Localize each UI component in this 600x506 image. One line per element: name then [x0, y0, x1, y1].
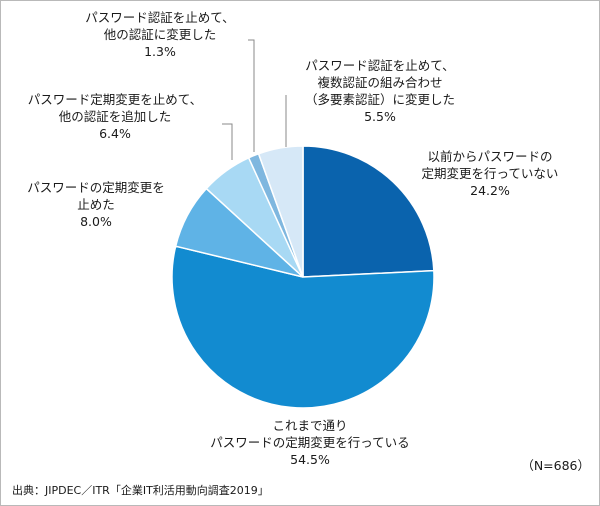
slice-label-line: パスワード定期変更を止めて、 [28, 92, 202, 107]
slice-label-line: 定期変更を行っていない [422, 166, 559, 181]
slice-label-line: 複数認証の組み合わせ [317, 75, 442, 90]
slice-label-line: 他の認証を追加した [59, 109, 172, 124]
pie-slices [171, 145, 435, 409]
slice-label-line: パスワード認証を止めて、 [305, 58, 454, 73]
slice-value: 8.0% [80, 214, 112, 229]
slice-label-line: （多要素認証）に変更した [305, 92, 455, 107]
source-note: 出典：JIPDEC／ITR「企業IT利活用動向調査2019」 [12, 483, 269, 497]
slice-label-line: 以前からパスワードの [427, 149, 552, 164]
sample-size: （N=686） [521, 458, 590, 473]
slice-label-1: これまで通りパスワードの定期変更を行っている 54.5% [210, 418, 409, 467]
slice-label-line: これまで通り [272, 418, 347, 433]
slice-label-3: パスワード定期変更を止めて、他の認証を追加した 6.4% [28, 92, 202, 141]
slice-value: 5.5% [364, 109, 396, 124]
slice-label-2: パスワードの定期変更を止めた 8.0% [27, 180, 165, 229]
slice-label-0: 以前からパスワードの定期変更を行っていない 24.2% [422, 149, 559, 198]
leader-lines [222, 39, 287, 160]
leader-line-3 [222, 123, 233, 160]
slice-label-line: パスワードの定期変更を [27, 180, 165, 195]
pie-slice-5 [257, 145, 304, 278]
leader-line-4 [248, 39, 255, 152]
pie-slice-0 [302, 145, 435, 278]
slice-label-5: パスワード認証を止めて、複数認証の組み合わせ （多要素認証）に変更した 5.5% [305, 58, 455, 124]
slice-value: 6.4% [99, 126, 131, 141]
pie-slice-1 [171, 245, 435, 409]
slice-value: 24.2% [470, 183, 510, 198]
slice-label-line: パスワード認証を止めて、 [85, 10, 234, 25]
slice-label-line: 止めた [77, 197, 115, 212]
slice-value: 1.3% [144, 44, 176, 59]
slice-label-line: パスワードの定期変更を行っている [210, 435, 409, 450]
slice-label-line: 他の認証に変更した [104, 27, 217, 42]
slice-label-4: パスワード認証を止めて、他の認証に変更した 1.3% [85, 10, 234, 59]
slice-labels: 以前からパスワードの定期変更を行っていない 24.2%これまで通りパスワードの定期… [27, 10, 558, 467]
slice-value: 54.5% [290, 452, 330, 467]
